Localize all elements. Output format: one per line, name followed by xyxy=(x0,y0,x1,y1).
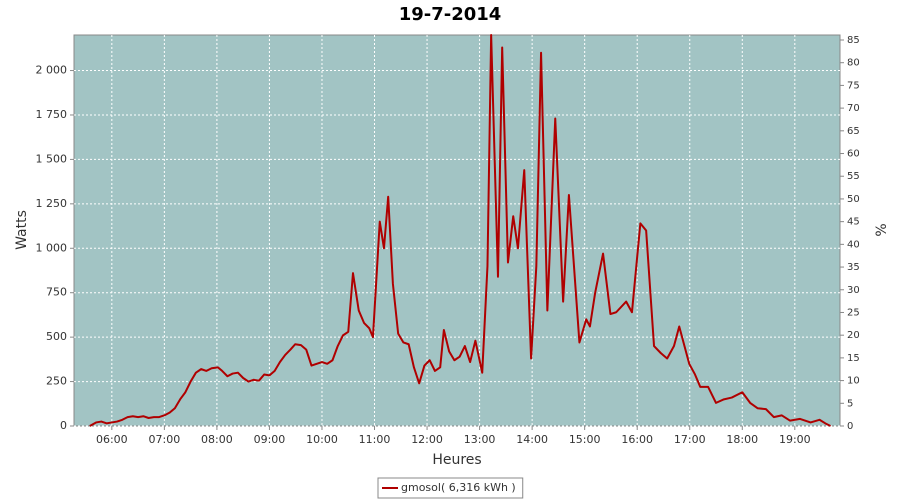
y-tick-label: 1 750 xyxy=(36,108,68,121)
y2-tick-label: 40 xyxy=(847,239,860,250)
x-tick-label: 16:00 xyxy=(621,433,653,446)
x-tick-label: 14:00 xyxy=(516,433,548,446)
y-tick-label: 1 500 xyxy=(36,152,68,165)
y2-tick-label: 30 xyxy=(847,285,860,296)
y2-tick-label: 25 xyxy=(847,307,860,318)
x-tick-label: 06:00 xyxy=(96,433,128,446)
y-tick-label: 750 xyxy=(46,286,67,299)
x-tick-label: 10:00 xyxy=(306,433,338,446)
x-tick-label: 07:00 xyxy=(149,433,181,446)
y-tick-label: 500 xyxy=(46,330,67,343)
x-tick-label: 12:00 xyxy=(411,433,443,446)
x-tick-label: 18:00 xyxy=(726,433,758,446)
series-line xyxy=(89,34,831,427)
y2-tick-label: 0 xyxy=(847,421,853,432)
y-tick-label: 0 xyxy=(60,419,67,432)
y2-tick-label: 20 xyxy=(847,330,860,341)
chart-title: 19-7-2014 xyxy=(399,4,502,25)
plot-area xyxy=(73,34,841,427)
y2-tick-label: 85 xyxy=(847,35,860,46)
y2-tick-label: 80 xyxy=(847,58,860,69)
y2-tick-label: 65 xyxy=(847,126,860,137)
y-tick-label: 1 250 xyxy=(36,197,68,210)
y-tick-label: 2 000 xyxy=(36,64,68,77)
y2-tick-label: 60 xyxy=(847,149,860,160)
x-tick-label: 19:00 xyxy=(779,433,811,446)
x-tick-label: 15:00 xyxy=(569,433,601,446)
y2-tick-label: 55 xyxy=(847,171,860,182)
y2-tick-label: 15 xyxy=(847,353,860,364)
y2-tick-label: 5 xyxy=(847,398,853,409)
y2-tick-label: 75 xyxy=(847,80,860,91)
y-tick-label: 250 xyxy=(46,375,67,388)
legend-label: gmosol( 6,316 kWh ) xyxy=(401,481,516,494)
x-tick-label: 09:00 xyxy=(254,433,286,446)
x-axis-label: Heures xyxy=(432,452,481,468)
y-tick-label: 1 000 xyxy=(36,241,68,254)
y2-tick-label: 10 xyxy=(847,376,860,387)
y2-axis-label: % xyxy=(874,223,890,236)
x-tick-label: 13:00 xyxy=(464,433,496,446)
y-axis-label: Watts xyxy=(14,210,30,250)
x-tick-label: 17:00 xyxy=(674,433,706,446)
y2-tick-label: 35 xyxy=(847,262,860,273)
y2-tick-label: 45 xyxy=(847,217,860,228)
y2-tick-label: 70 xyxy=(847,103,860,114)
x-tick-label: 11:00 xyxy=(359,433,391,446)
legend-box xyxy=(377,477,524,499)
x-tick-label: 08:00 xyxy=(201,433,233,446)
y2-tick-label: 50 xyxy=(847,194,860,205)
